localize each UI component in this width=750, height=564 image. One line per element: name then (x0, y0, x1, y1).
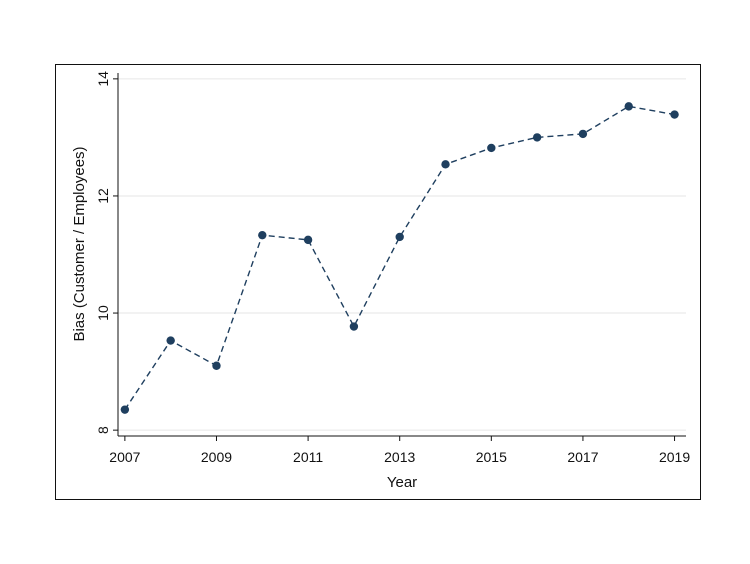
data-point-2007 (120, 405, 130, 414)
data-point-2018 (624, 102, 633, 111)
data-point-2009 (212, 361, 221, 370)
data-points (120, 102, 679, 414)
y-tick-label: 8 (95, 426, 111, 434)
series-line-group (124, 105, 675, 411)
chart-frame (55, 64, 701, 500)
y-tick-label: 10 (95, 305, 111, 321)
x-tick-label: 2015 (476, 449, 507, 465)
gridlines (118, 78, 686, 431)
x-tick-label: 2019 (659, 449, 690, 465)
data-point-2008 (166, 336, 175, 345)
x-tick-label: 2007 (109, 449, 140, 465)
axes: 8 10 12 14 2007 2009 2011 2013 2015 2017 2019 (95, 71, 690, 465)
x-tick-label: 2013 (384, 449, 415, 465)
data-point-2013 (395, 232, 404, 242)
data-point-2017 (578, 129, 588, 139)
data-point-2011 (303, 235, 313, 245)
data-point-2010 (258, 230, 267, 240)
x-tick-label: 2011 (293, 449, 323, 465)
data-point-2019 (670, 110, 679, 119)
series-line (124, 105, 675, 411)
y-axis-title: Bias (Customer / Employees) (71, 146, 88, 341)
data-point-2012 (349, 322, 359, 331)
x-axis-title: Year (387, 474, 417, 491)
y-tick-label: 14 (95, 71, 111, 87)
data-point-2016 (532, 133, 542, 142)
x-tick-label: 2009 (201, 449, 232, 465)
data-point-2014 (441, 160, 450, 169)
y-tick-label: 12 (95, 188, 111, 204)
data-point-2015 (487, 143, 496, 153)
x-tick-label: 2017 (567, 449, 598, 465)
